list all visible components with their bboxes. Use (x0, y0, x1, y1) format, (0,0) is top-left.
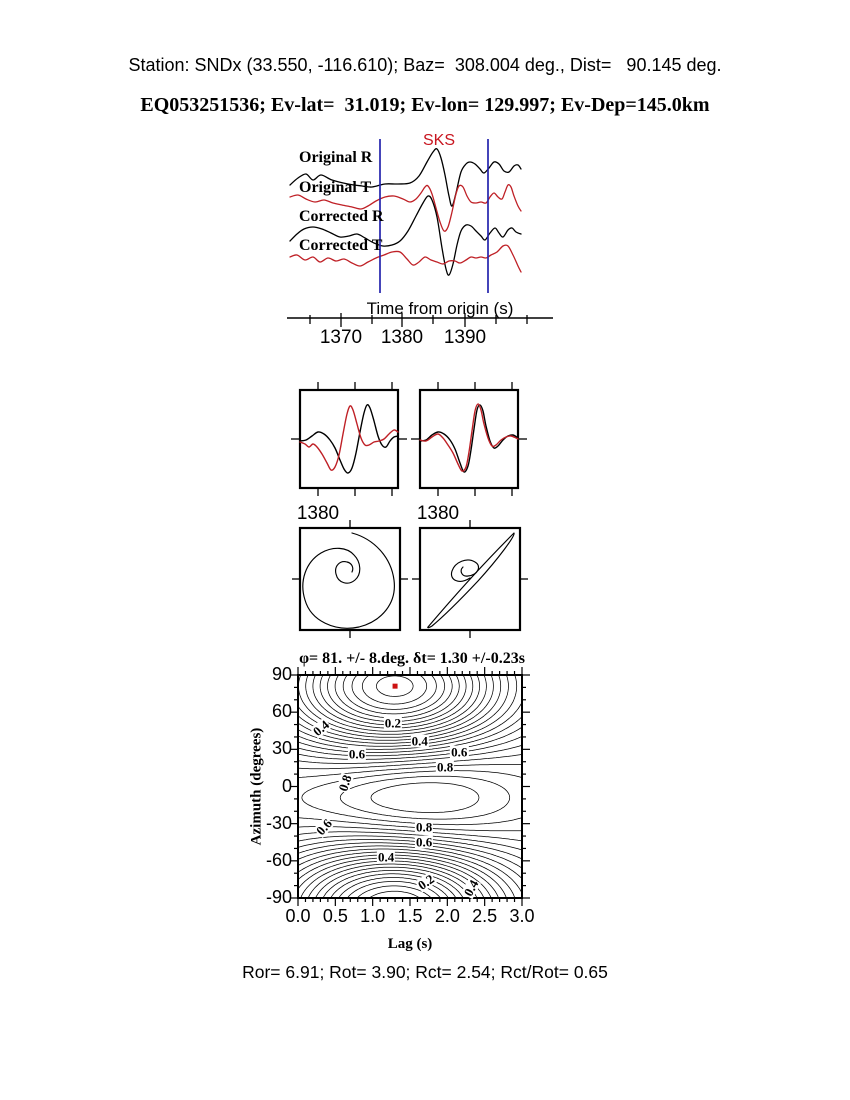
trace-label-corrected-t: Corrected T (299, 237, 383, 254)
lag-tick-label: 2.0 (434, 906, 460, 926)
azimuth-tick-label: 0 (281, 775, 292, 796)
azimuth-tick-label: 60 (271, 701, 292, 722)
contour-value-label: 0.4 (410, 733, 429, 749)
trace-label-corrected-r: Corrected R (299, 208, 384, 225)
azimuth-tick-label: -30 (265, 812, 292, 833)
contour-value-label: 0.6 (450, 744, 469, 760)
azimuth-tick-label: -90 (265, 887, 292, 907)
splitting-result-title: φ= 81. +/- 8.deg. δt= 1.30 +/-0.23s (299, 650, 525, 667)
pulse-tick-label-left: 1380 (296, 503, 340, 524)
pulse-tick-label-right: 1380 (416, 503, 460, 524)
station-title: Station: SNDx (33.550, -116.610); Baz= 3… (128, 55, 722, 75)
lag-tick-label: 0.0 (285, 906, 311, 926)
azimuth-tick-label: 90 (271, 664, 292, 684)
contour-value-label: 0.8 (435, 759, 455, 775)
azimuth-tick-label: -60 (265, 849, 292, 870)
contour-value-label: 0.2 (383, 715, 402, 731)
time-tick-label: 1370 (319, 327, 363, 348)
time-tick-label: 1380 (380, 327, 424, 348)
lag-tick-label: 0.5 (322, 906, 348, 926)
contour-value-label: 0.8 (415, 819, 434, 835)
contour-value-label: 0.4 (376, 849, 396, 865)
phase-label: SKS (422, 132, 455, 149)
lag-tick-label: 1.5 (397, 906, 423, 926)
lag-tick-label: 1.0 (360, 906, 386, 926)
time-axis-label: Time from origin (s) (366, 299, 514, 318)
trace-label-original-t: Original T (299, 179, 372, 196)
event-title: EQ053251536; Ev-lat= 31.019; Ev-lon= 129… (140, 94, 710, 116)
time-tick-label: 1390 (443, 327, 487, 348)
lag-tick-label: 3.0 (509, 906, 535, 926)
lag-axis-label: Lag (s) (387, 936, 433, 952)
azimuth-tick-label: 30 (271, 738, 292, 759)
contour-value-label: 0.6 (415, 834, 434, 850)
trace-label-original-r: Original R (299, 149, 373, 166)
lag-tick-label: 2.5 (472, 906, 498, 926)
stats-footer: Ror= 6.91; Rot= 3.90; Rct= 2.54; Rct/Rot… (242, 962, 608, 982)
contour-value-label: 0.6 (347, 746, 367, 762)
